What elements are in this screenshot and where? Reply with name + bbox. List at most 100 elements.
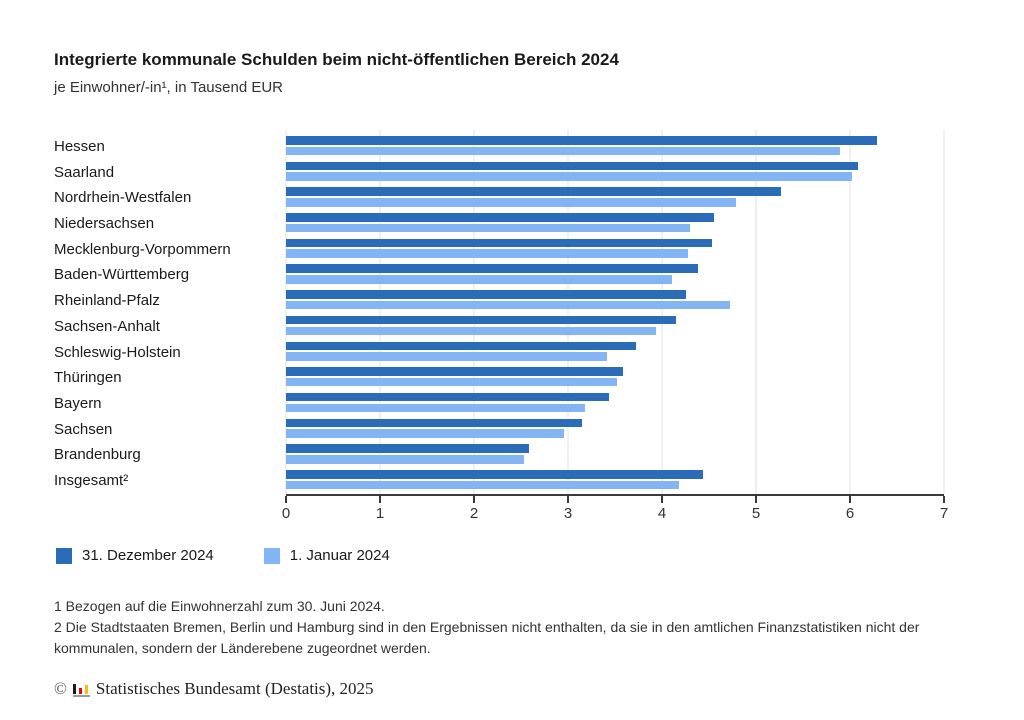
- legend-label: 1. Januar 2024: [289, 547, 390, 564]
- x-axis-tick-label: 5: [751, 505, 761, 522]
- gridline: [849, 130, 851, 494]
- bar-1-januar-2024: [286, 454, 524, 464]
- logo-bar-gold: [84, 685, 89, 694]
- category-label: Insgesamt²: [54, 471, 129, 489]
- chart-grid: [285, 130, 945, 494]
- x-axis-tick-label: 4: [657, 505, 667, 522]
- x-axis: 0 1 2 3 4 5 6 7: [282, 494, 948, 522]
- bar-31-dezember-2024: [286, 392, 610, 402]
- footnote-1: 1 Bezogen auf die Einwohnerzahl zum 30. …: [54, 598, 385, 614]
- category-label: Baden-Württemberg: [54, 266, 190, 284]
- logo-bar-red: [78, 688, 83, 694]
- bar-group: [286, 341, 944, 363]
- x-axis-tick: [379, 496, 381, 503]
- chart-row: Mecklenburg-Vorpommern: [54, 238, 944, 265]
- x-axis-tick-label: 6: [845, 505, 855, 522]
- bar-group: [286, 213, 944, 234]
- chart-row: Sachsen-Anhalt: [54, 315, 944, 342]
- legend-item: 31. Dezember 2024: [56, 547, 214, 564]
- chart-row: Schleswig-Holstein: [54, 341, 944, 368]
- bar-31-dezember-2024: [286, 136, 878, 145]
- bar-group: [286, 367, 944, 388]
- logo-baseline: [72, 694, 90, 697]
- x-axis-tick-label: 3: [563, 505, 573, 522]
- category-label: Schleswig-Holstein: [54, 343, 181, 361]
- bar-31-dezember-2024: [286, 161, 858, 171]
- chart-row: Insgesamt²: [54, 469, 944, 496]
- bar-group: [286, 444, 944, 465]
- category-label: Niedersachsen: [54, 215, 155, 233]
- chart-row: Brandenburg: [54, 444, 944, 470]
- bar-1-januar-2024: [286, 223, 691, 233]
- chart-title: Integrierte kommunale Schulden beim nich…: [54, 50, 619, 69]
- bar-group: [286, 418, 944, 440]
- category-label: Nordrhein-Westfalen: [54, 189, 192, 207]
- bar-group: [286, 392, 944, 414]
- bar-31-dezember-2024: [286, 444, 529, 453]
- bar-31-dezember-2024: [286, 264, 698, 274]
- bar-31-dezember-2024: [286, 187, 782, 196]
- destatis-logo-icon: [72, 681, 90, 697]
- category-label: Sachsen-Anhalt: [54, 317, 160, 335]
- bar-31-dezember-2024: [286, 238, 712, 248]
- category-label: Rheinland-Pfalz: [54, 292, 160, 310]
- legend-swatch: [263, 547, 280, 564]
- bar-1-januar-2024: [286, 249, 689, 259]
- category-label: Sachsen: [54, 420, 113, 438]
- gridline: [943, 130, 945, 494]
- bar-31-dezember-2024: [286, 213, 714, 222]
- x-axis-tick-label: 2: [469, 505, 479, 522]
- bar-1-januar-2024: [286, 429, 565, 438]
- legend-item: 1. Januar 2024: [263, 547, 390, 564]
- chart-row: Rheinland-Pfalz: [54, 290, 944, 316]
- category-label: Thüringen: [54, 369, 122, 387]
- bar-group: [286, 187, 944, 208]
- bar-group: [286, 136, 944, 157]
- x-axis-tick: [567, 496, 569, 503]
- category-label: Mecklenburg-Vorpommern: [54, 240, 231, 258]
- bar-1-januar-2024: [286, 172, 852, 181]
- chart-row: Sachsen: [54, 418, 944, 445]
- bar-1-januar-2024: [286, 146, 840, 156]
- gridline: [755, 130, 757, 494]
- category-label: Bayern: [54, 394, 102, 412]
- chart-row: Nordrhein-Westfalen: [54, 187, 944, 213]
- bar-group: [286, 161, 944, 183]
- bar-group: [286, 315, 944, 337]
- chart-subtitle: je Einwohner/-in¹, in Tausend EUR: [54, 79, 284, 96]
- bar-1-januar-2024: [286, 480, 679, 490]
- x-axis-tick: [473, 496, 475, 503]
- bar-1-januar-2024: [286, 377, 617, 387]
- bar-1-januar-2024: [286, 352, 608, 361]
- category-label: Hessen: [54, 138, 105, 155]
- category-label: Saarland: [54, 163, 115, 181]
- chart-rows: Hessen Saarland Nordrhein-Westfalen Nieders…: [54, 136, 944, 496]
- source-line: © Statistisches Bundesamt (Destatis), 20…: [54, 679, 374, 699]
- category-label: Brandenburg: [54, 446, 141, 464]
- legend-label: 31. Dezember 2024: [82, 547, 214, 564]
- footnotes: 1 Bezogen auf die Einwohnerzahl zum 30. …: [54, 596, 956, 659]
- bar-group: [286, 290, 944, 311]
- bar-1-januar-2024: [286, 326, 657, 336]
- x-axis-tick: [285, 496, 287, 503]
- bar-group: [286, 264, 944, 285]
- bar-1-januar-2024: [286, 403, 585, 413]
- x-axis-tick-label: 1: [375, 505, 385, 522]
- bar-31-dezember-2024: [286, 367, 623, 376]
- chart-row: Niedersachsen: [54, 213, 944, 239]
- chart-row: Thüringen: [54, 367, 944, 393]
- chart-row: Hessen: [54, 136, 944, 162]
- x-axis-tick: [849, 496, 851, 503]
- bar-31-dezember-2024: [286, 315, 677, 325]
- gridline: [473, 130, 475, 494]
- gridline: [567, 130, 569, 494]
- footnote-2: 2 Die Stadtstaaten Bremen, Berlin und Ha…: [54, 619, 920, 656]
- bar-31-dezember-2024: [286, 290, 686, 299]
- gridline: [379, 130, 381, 494]
- source-text: Statistisches Bundesamt (Destatis), 2025: [95, 679, 374, 698]
- copyright-symbol: ©: [54, 679, 67, 698]
- chart-row: Baden-Württemberg: [54, 264, 944, 290]
- gridline: [285, 130, 287, 494]
- bar-group: [286, 238, 944, 260]
